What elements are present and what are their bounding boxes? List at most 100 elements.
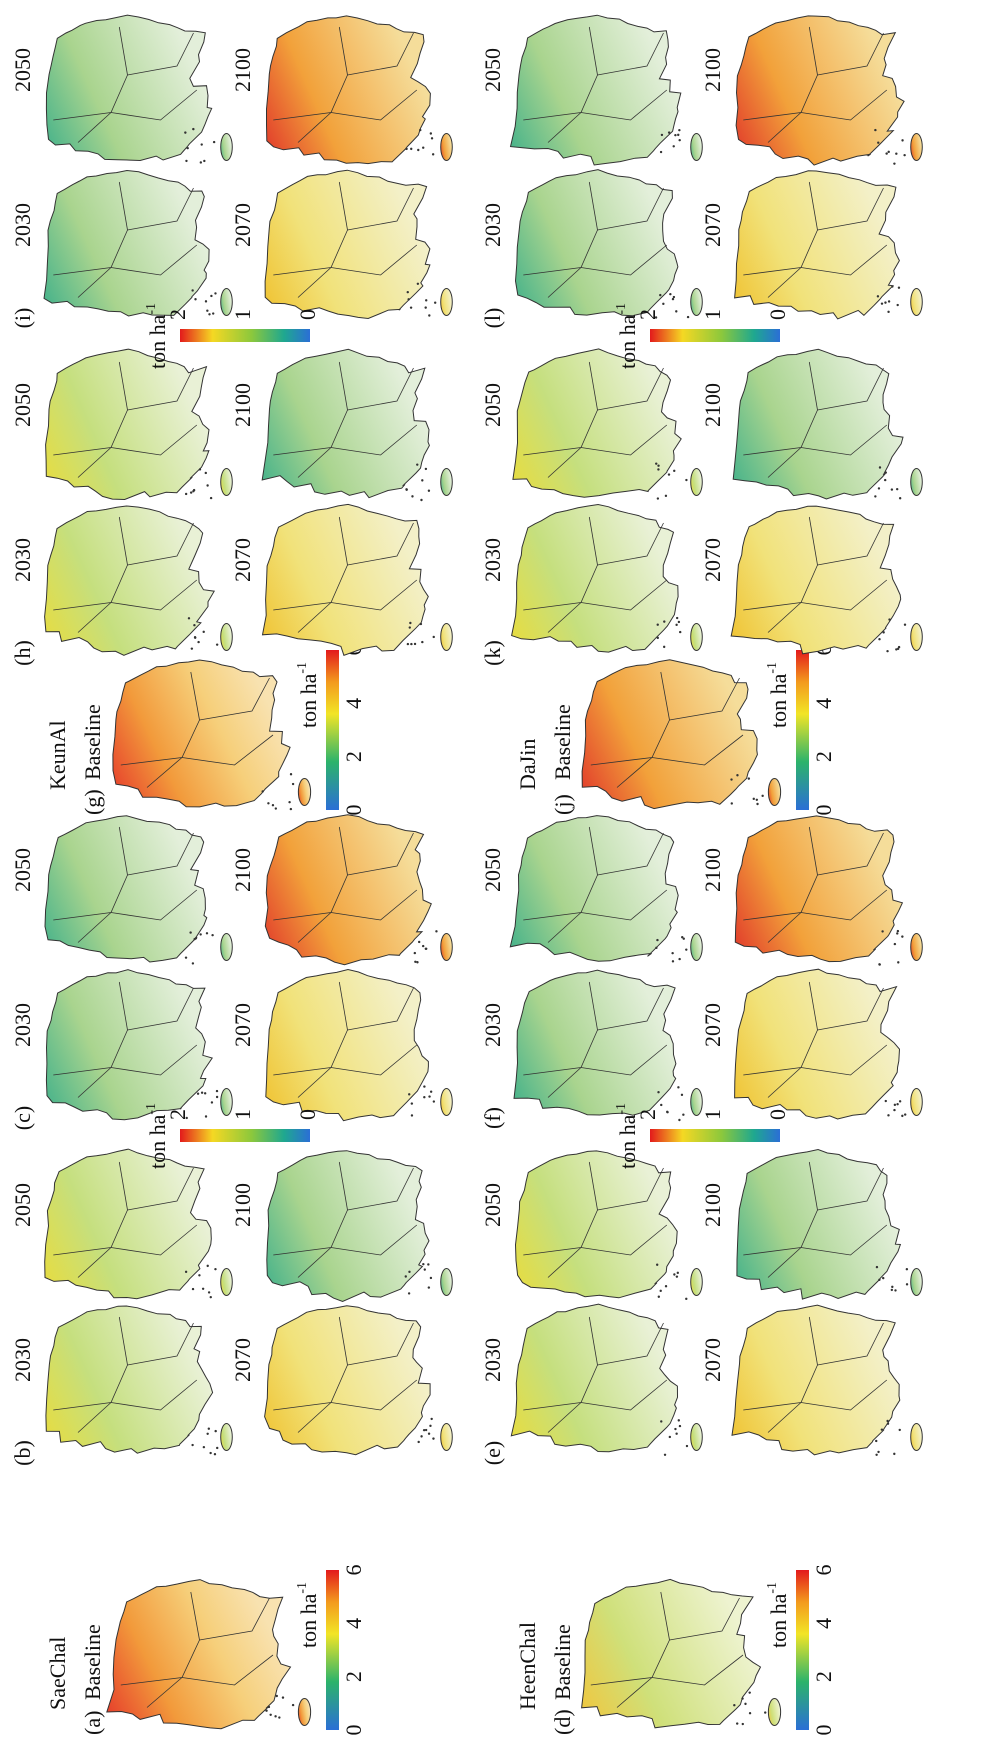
islet	[281, 1696, 285, 1699]
map-area	[264, 1305, 431, 1456]
islet	[192, 127, 195, 131]
island	[440, 1088, 453, 1116]
islet	[422, 1428, 426, 1432]
islet	[677, 1419, 680, 1422]
island	[910, 1268, 923, 1296]
islet	[678, 1118, 681, 1122]
islet	[194, 937, 198, 940]
islet	[667, 473, 671, 476]
islet	[893, 1108, 896, 1112]
province-boundary	[523, 516, 598, 611]
island	[690, 1268, 703, 1296]
unit-text: ton ha	[145, 314, 170, 369]
province-boundary	[347, 1322, 414, 1366]
islet	[289, 773, 293, 776]
islet	[189, 491, 193, 494]
province-boundary	[800, 1379, 888, 1411]
islet	[736, 774, 739, 777]
province-boundary	[597, 1167, 664, 1211]
islet	[409, 306, 413, 309]
province-boundary	[616, 1677, 653, 1708]
panel-label: (h)	[10, 640, 35, 666]
islet	[203, 159, 206, 163]
unit-superscript: -1	[144, 1103, 159, 1115]
unit-superscript: -1	[614, 303, 629, 315]
province-boundary	[77, 1067, 112, 1098]
panel-label: (l)	[480, 308, 505, 329]
islet	[411, 495, 414, 498]
islet	[417, 940, 421, 944]
year-label: 2070	[230, 1338, 255, 1382]
province-boundary	[297, 1402, 332, 1433]
island	[910, 623, 923, 651]
islet	[901, 935, 904, 938]
islet	[291, 782, 295, 786]
islet	[671, 297, 675, 301]
islet	[678, 128, 681, 132]
unit-superscript: -1	[765, 1582, 780, 1594]
province-boundary	[767, 1067, 802, 1098]
islet	[187, 617, 191, 620]
islet	[422, 146, 425, 149]
colorbar-tick-label: 0	[765, 1109, 790, 1120]
island	[690, 288, 703, 316]
islet	[204, 1115, 208, 1118]
islet	[896, 929, 900, 933]
islet	[881, 930, 884, 933]
province-boundary	[53, 516, 128, 611]
islet	[212, 140, 216, 144]
islet	[656, 623, 659, 626]
province-boundary	[110, 1044, 198, 1076]
islet	[214, 1267, 217, 1271]
island	[297, 1698, 312, 1726]
islet	[897, 961, 900, 964]
islet	[422, 1262, 425, 1266]
year-label: 2070	[230, 203, 255, 247]
province-boundary	[767, 112, 802, 143]
colorbar	[180, 329, 310, 342]
island	[220, 933, 233, 961]
islet	[429, 132, 433, 135]
islet	[208, 313, 211, 316]
islet	[194, 298, 197, 301]
island	[767, 1698, 782, 1726]
islet	[289, 807, 293, 811]
islet	[212, 312, 215, 315]
islet	[278, 1716, 281, 1719]
islet	[897, 286, 901, 289]
province-boundary	[817, 1322, 884, 1366]
year-label: 2050	[480, 848, 505, 892]
islet	[421, 479, 424, 482]
islet	[893, 1452, 896, 1456]
map-area	[266, 1150, 430, 1303]
province-boundary	[597, 367, 664, 411]
islet	[668, 1435, 672, 1439]
province-boundary	[330, 889, 418, 921]
province-boundary	[523, 1161, 598, 1256]
islet	[891, 1285, 894, 1289]
islet	[193, 623, 196, 627]
year-label: 2100	[700, 848, 725, 892]
islet	[215, 1089, 219, 1093]
islet	[209, 496, 213, 500]
islet	[903, 1113, 907, 1116]
colorbar	[650, 329, 780, 342]
islet	[874, 128, 877, 132]
region-map	[514, 1150, 703, 1301]
map-area	[44, 1148, 212, 1300]
province-boundary	[651, 734, 744, 766]
islet	[202, 1445, 206, 1449]
islet	[677, 620, 681, 624]
colorbar	[326, 650, 339, 810]
colorbar-tick-label: 1	[700, 309, 725, 320]
islet	[198, 1274, 201, 1277]
island	[440, 1423, 453, 1451]
province-boundary	[767, 1247, 802, 1278]
map-area	[731, 1304, 901, 1456]
islet	[887, 300, 891, 303]
islet	[432, 1437, 435, 1440]
islet	[405, 488, 408, 491]
province-boundary	[273, 826, 348, 921]
province-boundary	[523, 181, 598, 276]
region-map	[581, 659, 782, 810]
